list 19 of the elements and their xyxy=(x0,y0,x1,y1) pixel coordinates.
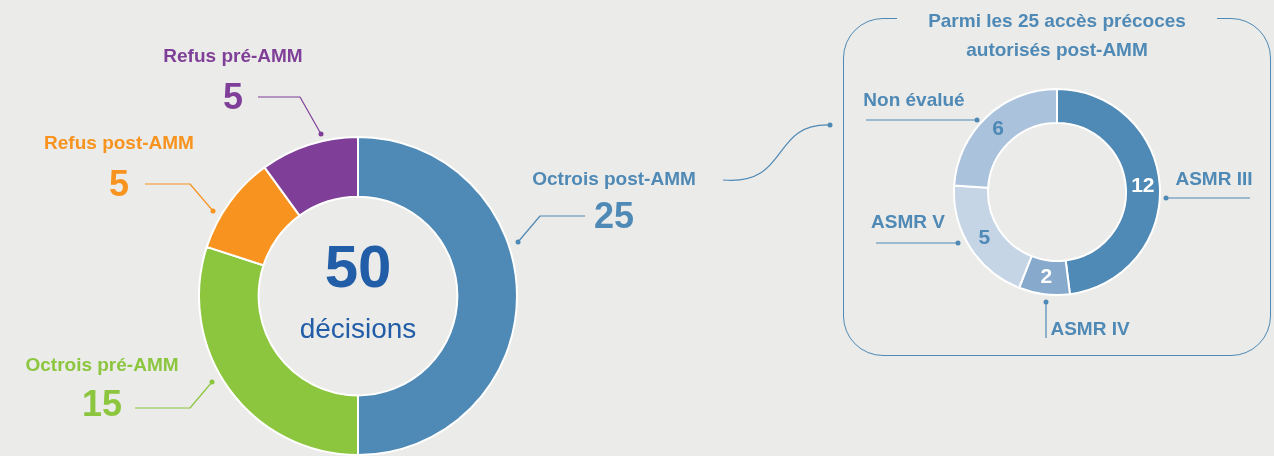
data-label: 12 xyxy=(1131,173,1155,197)
data-label: 2 xyxy=(1040,264,1053,288)
data-label: 6 xyxy=(992,116,1004,140)
data-label: 5 xyxy=(222,75,244,117)
text: 50 xyxy=(324,232,392,300)
text: décisions xyxy=(299,312,417,344)
slice-label: ASMR IV xyxy=(1050,318,1130,340)
data-label: 5 xyxy=(108,162,130,204)
slice-label: Octrois pré-AMM xyxy=(25,354,179,376)
slice-label: ASMR III xyxy=(1175,168,1253,190)
slice-label: Refus post-AMM xyxy=(44,132,194,154)
data-label: 5 xyxy=(978,224,991,248)
chart-title: Parmi les 25 accès précoces autorisés post-AMM xyxy=(897,6,1217,64)
data-label: 15 xyxy=(81,382,123,424)
slice-label: ASMR V xyxy=(871,211,946,233)
slice-label: Octrois post-AMM xyxy=(532,168,696,190)
slice-label: Refus pré-AMM xyxy=(163,45,303,67)
slice-label: Non évalué xyxy=(863,89,965,111)
data-label: 25 xyxy=(593,194,635,236)
